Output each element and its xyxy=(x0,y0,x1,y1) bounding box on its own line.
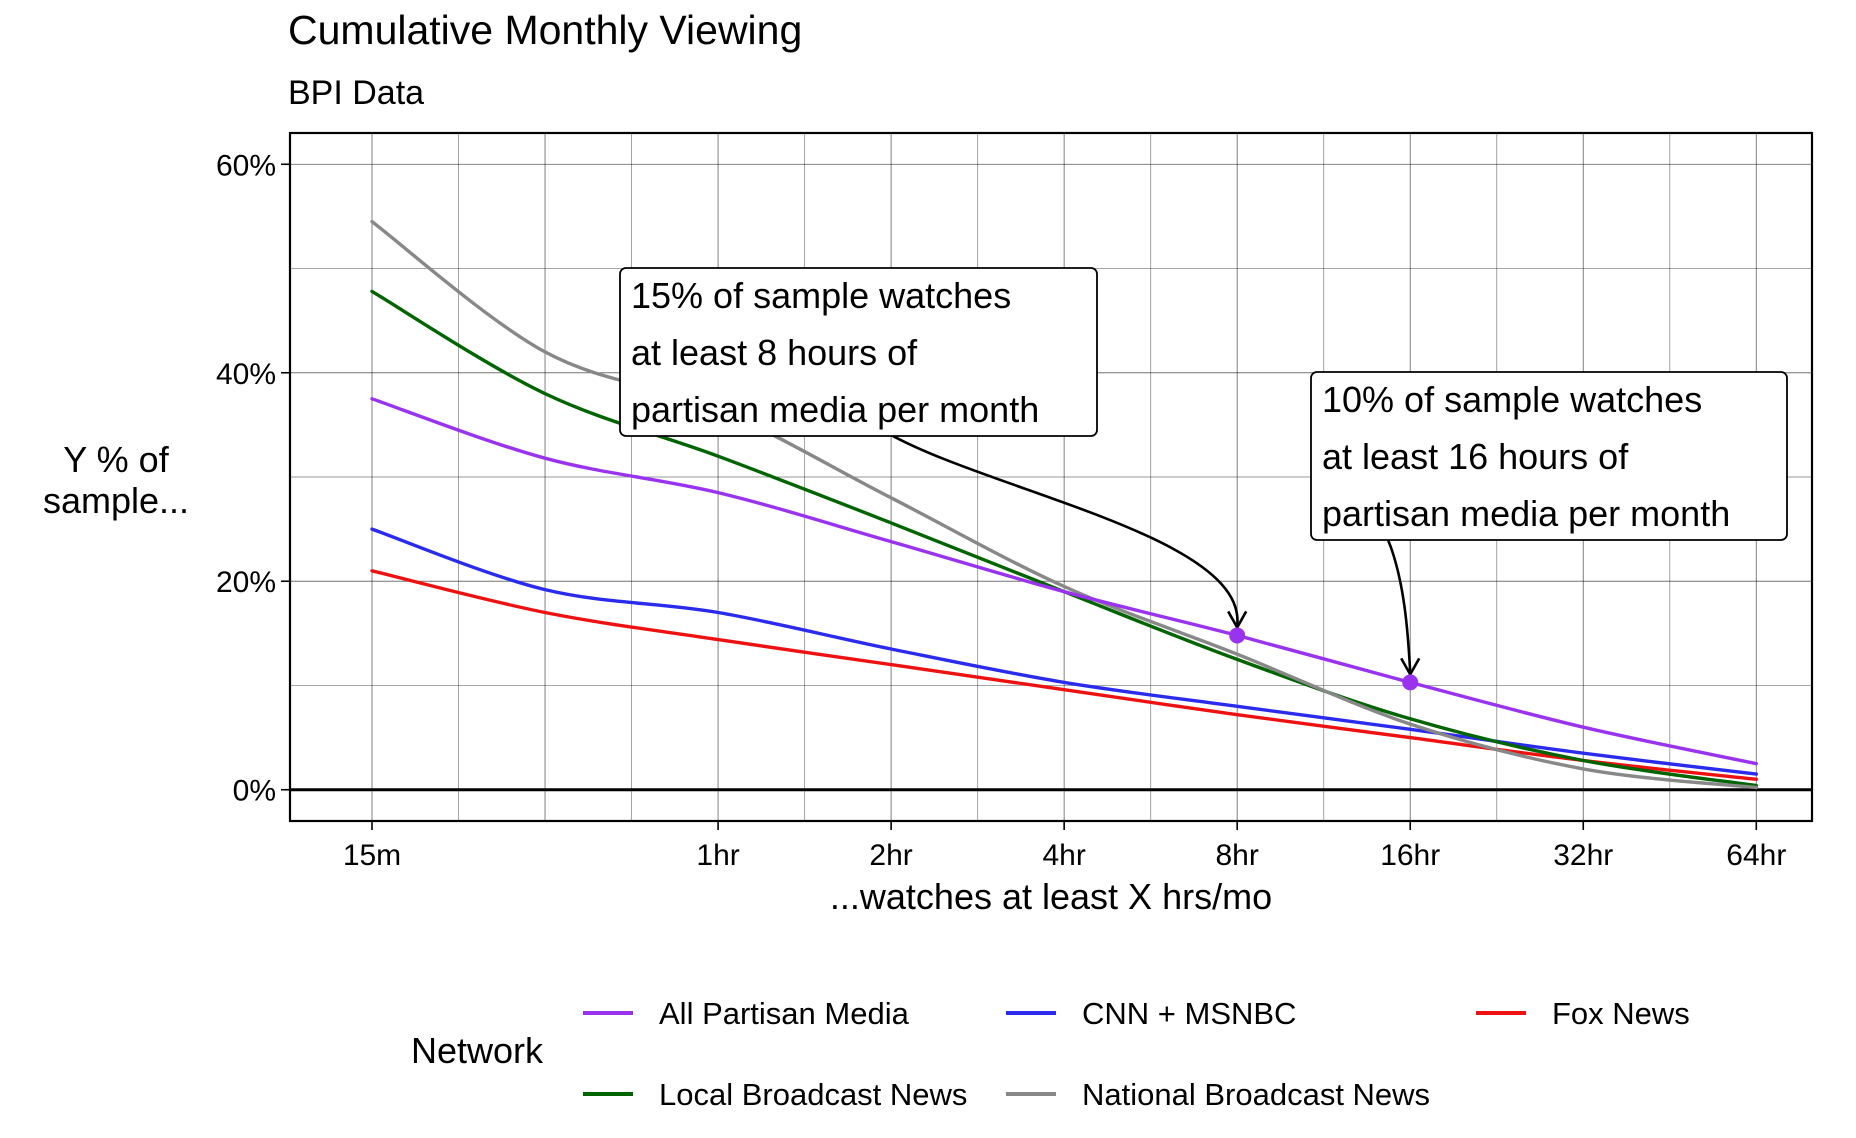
x-tick-label: 64hr xyxy=(1726,839,1786,872)
axes: 0% 20% 40% 60% 15m 1hr 2hr 4hr 8hr 16hr 32hr 64hr xyxy=(216,131,1814,872)
legend-label: All Partisan Media xyxy=(659,996,910,1031)
legend-title: Network xyxy=(411,1030,544,1071)
y-tick-label: 20% xyxy=(216,566,276,599)
series-lines xyxy=(370,219,1758,790)
legend-item: CNN + MSNBC xyxy=(1006,996,1296,1031)
annotation-box xyxy=(619,267,1098,437)
legend-label: Local Broadcast News xyxy=(659,1077,967,1112)
series-line-cnn-msnbc xyxy=(370,527,1758,776)
plot-border xyxy=(288,131,1814,823)
y-axis-label-line-2: sample... xyxy=(43,480,189,521)
legend-label: National Broadcast News xyxy=(1082,1077,1430,1112)
annotation-arrow xyxy=(881,428,1239,626)
x-tick-label: 2hr xyxy=(869,839,912,872)
x-tick-label: 1hr xyxy=(696,839,739,872)
annotation-text-line: partisan media per month xyxy=(631,389,1039,430)
series-line-national-broadcast-news xyxy=(370,219,1758,790)
annotation: 15% of sample watches at least 8 hours of… xyxy=(619,267,1248,644)
legend-item: All Partisan Media xyxy=(583,996,910,1031)
legend-item: National Broadcast News xyxy=(1006,1077,1430,1112)
y-tick-label: 60% xyxy=(216,149,276,182)
x-tick-label: 32hr xyxy=(1553,839,1613,872)
annotation-point xyxy=(1402,674,1419,691)
annotation-text-line: 15% of sample watches xyxy=(631,275,1011,316)
x-tick-label: 8hr xyxy=(1216,839,1259,872)
legend-item: Local Broadcast News xyxy=(583,1077,967,1112)
annotation-text-line: partisan media per month xyxy=(1322,493,1730,534)
annotation-point xyxy=(1229,627,1246,644)
series-line-all-partisan-media xyxy=(370,397,1758,766)
annotation-box xyxy=(1310,371,1788,541)
x-tick-label: 15m xyxy=(343,839,401,872)
chart-subtitle: BPI Data xyxy=(288,74,424,112)
y-axis-label-line-1: Y % of xyxy=(63,439,169,480)
annotation-arrowhead xyxy=(1227,610,1248,629)
legend-label: Fox News xyxy=(1552,996,1690,1031)
annotation-text-line: at least 16 hours of xyxy=(1322,436,1629,477)
x-tick-label: 16hr xyxy=(1380,839,1440,872)
annotation-text-line: 10% of sample watches xyxy=(1322,379,1702,420)
legend-item: Fox News xyxy=(1476,996,1690,1031)
legend-label: CNN + MSNBC xyxy=(1082,996,1296,1031)
y-tick-label: 0% xyxy=(233,775,276,808)
series-line-fox-news xyxy=(370,569,1758,781)
x-tick-label: 4hr xyxy=(1042,839,1085,872)
y-tick-label: 40% xyxy=(216,358,276,391)
x-axis-label: ...watches at least X hrs/mo xyxy=(830,876,1272,917)
legend: Network All Partisan Media CNN + MSNBC Fox… xyxy=(411,996,1690,1112)
annotation: 10% of sample watches at least 16 hours o… xyxy=(1310,371,1788,691)
annotation-text-line: at least 8 hours of xyxy=(631,332,918,373)
annotations: 15% of sample watches at least 8 hours of… xyxy=(619,267,1788,691)
chart-title: Cumulative Monthly Viewing xyxy=(288,7,802,53)
